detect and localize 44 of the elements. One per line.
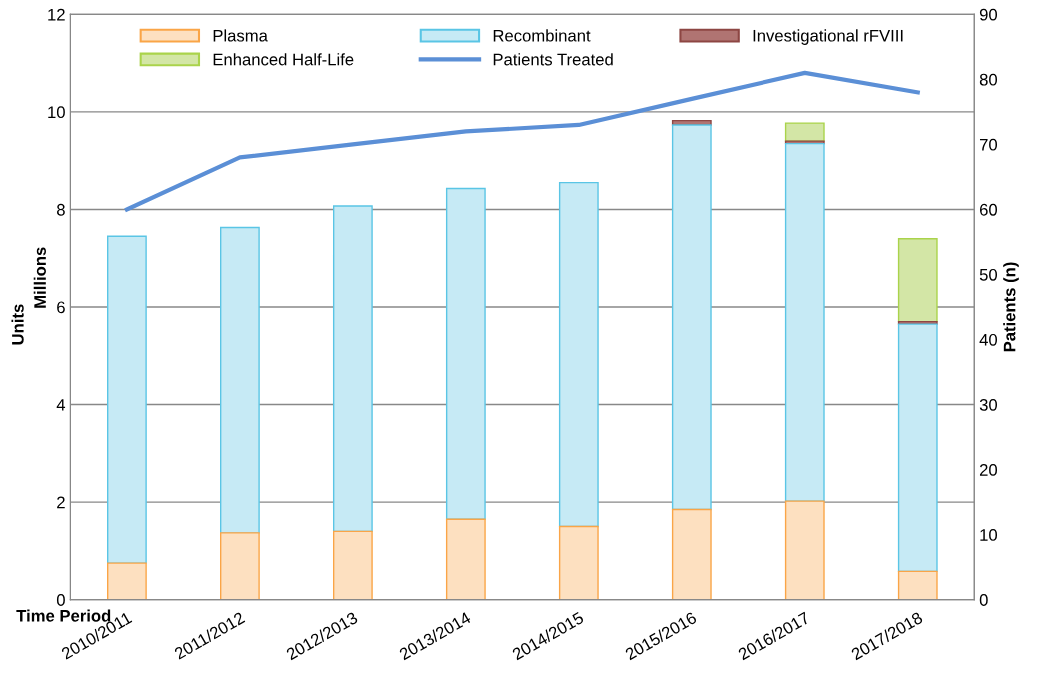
y2-tick-label: 80 xyxy=(979,73,998,86)
bar xyxy=(558,181,599,528)
y2-tick-label: 50 xyxy=(979,268,998,281)
bar xyxy=(897,323,938,573)
y2-tick-label: 70 xyxy=(979,138,998,151)
y-tick-label: 6 xyxy=(57,301,65,314)
legend-label: Patients Treated xyxy=(493,53,613,66)
y2-tick-label: 20 xyxy=(979,464,998,476)
bar xyxy=(107,562,147,600)
bar xyxy=(332,530,373,600)
line-series xyxy=(124,70,920,212)
y2-tick-label: 0 xyxy=(979,594,988,606)
y-tick-label: 10 xyxy=(48,106,65,119)
y2-tick-label: 10 xyxy=(980,529,998,541)
y-tick-label: 12 xyxy=(48,8,65,21)
y-tick-label: 0 xyxy=(56,594,65,606)
legend-label: Investigational rFVIII xyxy=(753,29,903,45)
y-tick-label: 2 xyxy=(57,496,65,509)
bar xyxy=(558,525,599,600)
bar xyxy=(784,122,825,142)
bar xyxy=(332,205,373,533)
bar xyxy=(445,518,486,600)
bar xyxy=(784,142,825,502)
bar xyxy=(671,124,712,511)
text: Millions xyxy=(33,247,46,308)
bar xyxy=(784,500,825,600)
bar xyxy=(219,226,260,534)
y2-tick-label: 40 xyxy=(979,333,998,346)
bar xyxy=(671,508,712,600)
bar xyxy=(219,532,260,600)
y2-axis-title: Patients (n) xyxy=(1003,262,1019,352)
y2-tick-label: 60 xyxy=(979,203,998,216)
y2-tick-label: 90 xyxy=(979,8,998,21)
bar xyxy=(107,235,147,564)
legend-label: Plasma xyxy=(213,29,268,42)
y2-tick-label: 30 xyxy=(979,398,998,411)
bar xyxy=(897,238,938,323)
bar xyxy=(897,570,938,600)
y-axis-title: Units xyxy=(11,304,24,345)
y-tick-label: 4 xyxy=(56,399,66,411)
bar xyxy=(445,187,486,520)
y-tick-label: 8 xyxy=(57,203,65,216)
legend-label: Recombinant xyxy=(493,29,591,42)
legend-label: Enhanced Half-Life xyxy=(213,53,354,66)
